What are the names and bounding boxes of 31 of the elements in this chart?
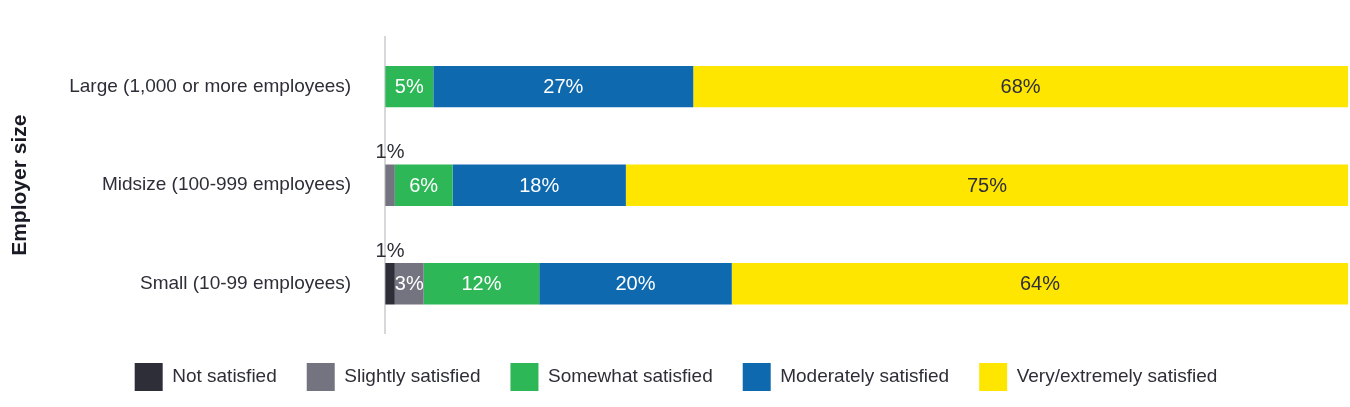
- y-tick-label: Large (1,000 or more employees): [69, 74, 352, 96]
- data-label: 12%: [461, 272, 502, 295]
- bar: [539, 263, 732, 305]
- data-label: 1%: [375, 140, 405, 163]
- bar: [693, 65, 1348, 108]
- bar: [452, 164, 626, 206]
- y-tick-label: Small (10-99 employees): [139, 271, 352, 293]
- bar: [731, 263, 1348, 305]
- bar: [385, 263, 395, 305]
- bar: [625, 164, 1348, 206]
- bar: [394, 164, 453, 206]
- bar: [385, 164, 395, 206]
- data-label: 68%: [1000, 75, 1041, 98]
- legend-label: Moderately satisfied: [780, 365, 950, 387]
- legend-label: Very/extremely satisfied: [1016, 365, 1218, 387]
- data-label: 20%: [615, 272, 656, 295]
- data-label: 3%: [394, 272, 424, 295]
- legend-label: Slightly satisfied: [344, 365, 481, 387]
- data-label: 64%: [1019, 272, 1061, 295]
- data-label: 27%: [543, 75, 584, 98]
- legend-label: Not satisfied: [172, 365, 277, 387]
- y-axis-title: Employer size: [7, 114, 31, 256]
- data-label: 6%: [409, 173, 439, 196]
- data-label: 1%: [375, 238, 405, 261]
- data-label: 5%: [394, 75, 424, 98]
- data-label: 18%: [519, 173, 560, 196]
- bar: [423, 263, 540, 305]
- bar: [433, 65, 694, 108]
- legend-label: Somewhat satisfied: [547, 365, 713, 387]
- y-tick-label: Midsize (100-999 employees): [101, 173, 352, 195]
- data-label: 75%: [966, 173, 1008, 196]
